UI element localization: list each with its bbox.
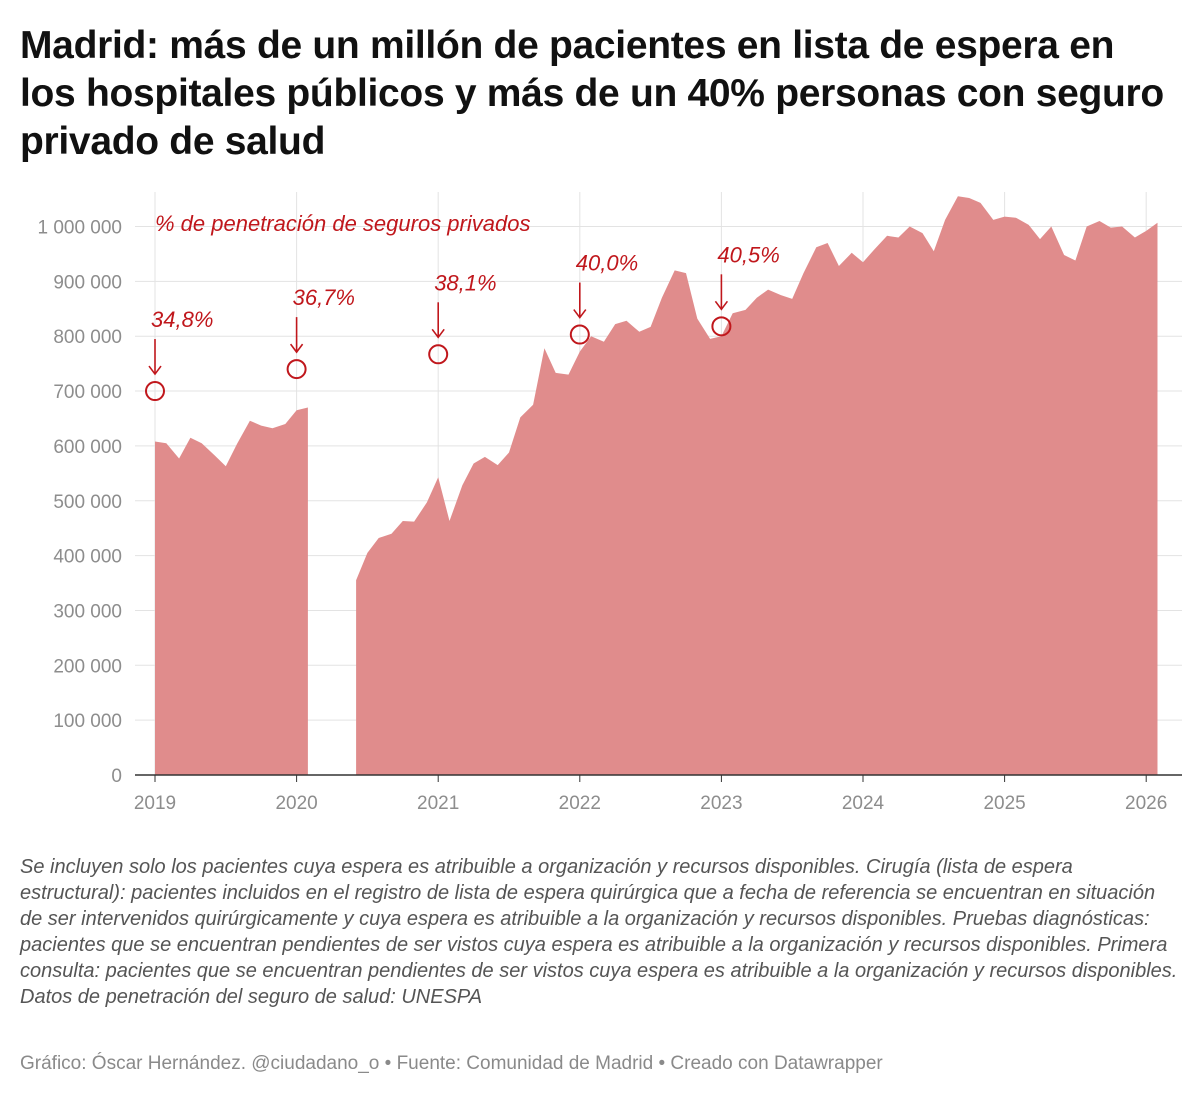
- x-axis: 2019 2020 2021 2022 2023 2024 2025 2026: [134, 774, 1182, 814]
- penetration-annotations: % de penetración de seguros privados 34,8…: [145, 211, 780, 402]
- annotation-marker: [569, 324, 590, 345]
- x-tick-label: 2019: [134, 793, 176, 814]
- y-tick-label: 600 000: [53, 437, 122, 458]
- chart-title: Madrid: más de un millón de pacientes en…: [20, 24, 1164, 163]
- annotation-label: 38,1%: [434, 270, 496, 295]
- y-tick-label: 0: [111, 766, 122, 787]
- y-tick-label: 1 000 000: [37, 218, 122, 239]
- y-tick-label: 500 000: [53, 492, 122, 513]
- annotation-marker: [145, 381, 165, 402]
- y-tick-label: 100 000: [53, 711, 122, 732]
- x-tick-label: 2024: [842, 793, 885, 814]
- annotation-arrowhead: [148, 365, 162, 376]
- x-tick-label: 2020: [275, 793, 317, 814]
- annotation-arrowhead: [714, 300, 729, 311]
- y-axis: 0 100 000 200 000 300 000 400 000 500 000 600 …: [37, 218, 122, 788]
- y-tick-label: 200 000: [53, 656, 122, 677]
- area-segment: [155, 407, 308, 775]
- y-tick-label: 300 000: [53, 601, 122, 622]
- chart-credits: Gráfico: Óscar Hernández. @ciudadano_o •…: [20, 1053, 883, 1074]
- y-tick-label: 700 000: [53, 382, 122, 403]
- x-tick-label: 2022: [559, 793, 601, 814]
- annotation-label: 40,0%: [576, 251, 638, 276]
- annotation-label: 40,5%: [717, 242, 779, 267]
- x-tick-label: 2023: [700, 793, 742, 814]
- x-tick-label: 2025: [983, 793, 1025, 814]
- area-series: [155, 196, 1158, 776]
- annotation-label: 34,8%: [151, 307, 213, 332]
- y-tick-label: 900 000: [53, 272, 122, 293]
- x-tick-label: 2021: [417, 793, 459, 814]
- annotation-marker: [428, 344, 449, 365]
- annotation-arrowhead: [289, 343, 304, 354]
- annotation-arrowhead: [573, 309, 587, 319]
- area-segment: [356, 196, 1158, 776]
- chart-note: Se incluyen solo los pacientes cuya espe…: [20, 856, 1178, 1008]
- annotation-arrowhead: [431, 328, 445, 339]
- annotation-label: 36,7%: [293, 285, 355, 310]
- annotation-marker: [286, 359, 307, 380]
- y-tick-label: 800 000: [53, 327, 122, 348]
- area-chart: 0 100 000 200 000 300 000 400 000 500 000 600 …: [37, 192, 1182, 814]
- x-tick-label: 2026: [1125, 793, 1167, 814]
- annotation-marker: [711, 316, 732, 337]
- y-tick-label: 400 000: [53, 547, 122, 568]
- annotation-title: % de penetración de seguros privados: [155, 211, 530, 236]
